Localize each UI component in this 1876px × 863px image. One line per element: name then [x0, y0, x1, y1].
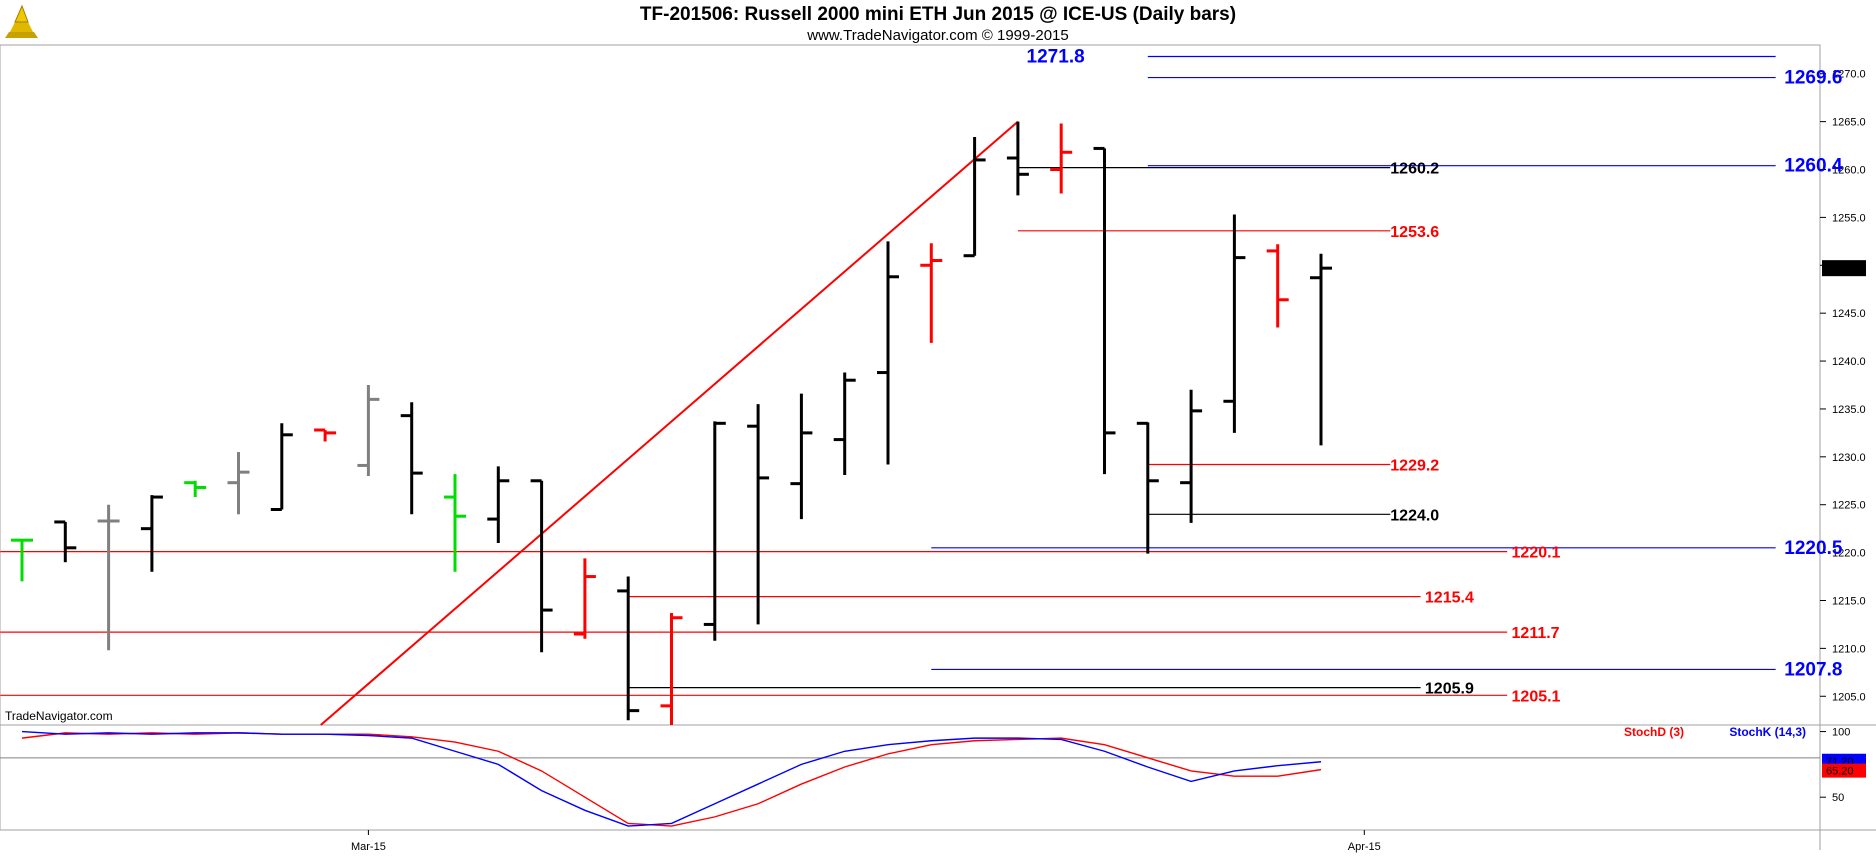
ohlc-bar: [1136, 421, 1159, 554]
level-label: 1224.0: [1390, 507, 1439, 524]
ohlc-bar: [1093, 146, 1116, 475]
last-price-marker: 1249.7: [1822, 260, 1866, 277]
ohlc-bar: [227, 452, 250, 515]
ohlc-bar: [963, 136, 986, 258]
stoch-tick-label: 50: [1832, 792, 1844, 804]
ohlc-bar: [487, 466, 510, 544]
level-label: 1229.2: [1390, 457, 1439, 474]
level-label: 1260.4: [1784, 156, 1843, 177]
price-tick-label: 1260.0: [1832, 165, 1866, 177]
price-tick-label: 1240.0: [1832, 356, 1866, 368]
watermark-text: TradeNavigator.com: [5, 709, 113, 723]
ohlc-bar: [184, 480, 207, 498]
level-label: 1220.5: [1784, 538, 1843, 559]
ohlc-bar: [1180, 389, 1203, 523]
price-tick-label: 1205.0: [1832, 691, 1866, 703]
ohlc-bar: [400, 402, 423, 515]
time-axis: Mar-15 Apr-15: [351, 830, 1381, 853]
level-label: 1205.1: [1512, 688, 1561, 705]
trendline-layer: [320, 120, 1019, 726]
ohlc-bar: [790, 393, 813, 520]
stoch-tick-label: 100: [1832, 727, 1850, 739]
ohlc-bar: [97, 504, 120, 651]
price-tick-label: 1230.0: [1832, 452, 1866, 464]
stoch-d-box: [1822, 763, 1866, 778]
last-price-box: [1822, 260, 1866, 277]
ohlc-bar: [1050, 123, 1073, 194]
price-tick-label: 1265.0: [1832, 117, 1866, 129]
ohlc-bar: [314, 428, 337, 442]
price-tick-label: 1270.0: [1832, 69, 1866, 81]
level-label: 1269.6: [1784, 68, 1842, 89]
price-tick-label: 1210.0: [1832, 643, 1866, 655]
ohlc-bar: [54, 520, 77, 563]
trendline: [320, 120, 1019, 726]
ohlc-bar: [573, 558, 596, 639]
level-label: 1220.1: [1512, 545, 1561, 562]
ohlc-bar: [617, 576, 640, 721]
ohlc-bar: [1310, 253, 1332, 446]
tradenavigator-logo-icon: [5, 4, 38, 38]
ohlc-bar: [833, 372, 856, 476]
stoch-d-label: StochD (3): [1624, 725, 1684, 739]
ohlc-bar: [877, 241, 899, 465]
ohlc-bar: [11, 538, 33, 582]
ohlc-bar: [703, 421, 726, 641]
stoch-k-line: [21, 730, 1322, 827]
plot-frame: [0, 44, 1821, 726]
last-price-value: 1249.7: [1825, 263, 1859, 275]
ohlc-bar: [530, 479, 553, 653]
price-tick-label: 1245.0: [1832, 308, 1866, 320]
ohlc-bar: [444, 474, 466, 572]
price-tick-label: 1235.0: [1832, 404, 1866, 416]
chart-title: TF-201506: Russell 2000 mini ETH Jun 201…: [640, 4, 1236, 25]
time-tick-label: Mar-15: [351, 841, 386, 853]
price-tick-label: 1225.0: [1832, 500, 1866, 512]
level-label: 1253.6: [1390, 224, 1439, 241]
ohlc-bar: [747, 404, 770, 625]
level-label: 1215.4: [1425, 590, 1474, 607]
ohlc-bar: [660, 612, 683, 725]
ohlc-bar: [1006, 121, 1029, 196]
ohlc-bar: [1266, 244, 1289, 328]
ohlc-bar: [920, 243, 943, 343]
ohlc-bar: [270, 423, 293, 512]
price-tick-label: 1215.0: [1832, 595, 1866, 607]
level-label: 1271.8: [1027, 46, 1085, 67]
chart-subtitle: www.TradeNavigator.com © 1999-2015: [806, 27, 1068, 44]
level-label: 1260.2: [1390, 161, 1439, 178]
ohlc-bar: [1223, 214, 1246, 433]
stoch-d-value: 65.20: [1826, 766, 1854, 778]
level-lines: 1271.8 1269.6 1260.4 1260.2 1253.6 1229.2 1224…: [0, 46, 1843, 705]
price-tick-label: 1255.0: [1832, 212, 1866, 224]
ohlc-bar: [140, 495, 163, 572]
ohlc-bar: [357, 385, 380, 476]
stoch-k-label: StochK (14,3): [1729, 725, 1806, 739]
ohlc-bars: [11, 121, 1332, 725]
level-label: 1211.7: [1512, 625, 1560, 642]
time-tick-label: Apr-15: [1348, 841, 1381, 853]
level-label: 1207.8: [1784, 659, 1842, 680]
price-tick-label: 1220.0: [1832, 548, 1866, 560]
level-label: 1205.9: [1425, 681, 1474, 698]
